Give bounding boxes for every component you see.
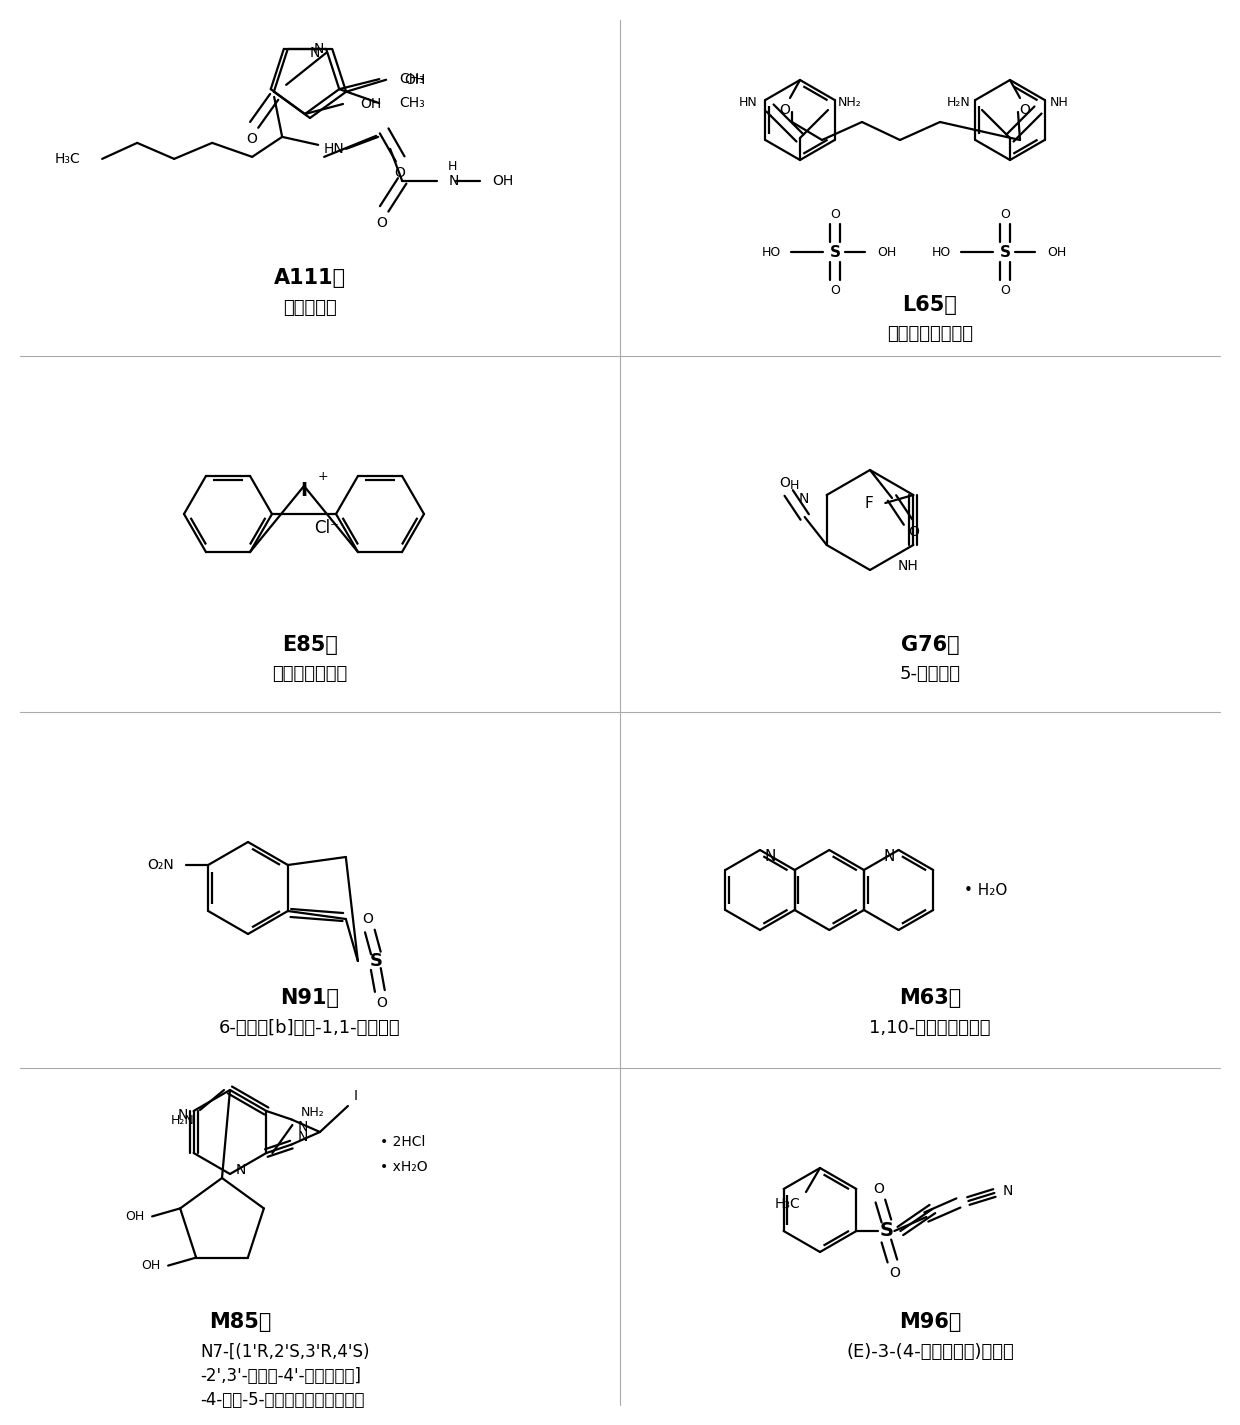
- Text: CH₃: CH₃: [399, 73, 425, 86]
- Text: O₂N: O₂N: [148, 858, 174, 872]
- Text: N: N: [298, 1120, 308, 1134]
- Text: 放线酰胺素: 放线酰胺素: [283, 299, 337, 316]
- Text: O: O: [873, 1181, 884, 1196]
- Text: OH: OH: [141, 1260, 160, 1273]
- Text: E85号: E85号: [281, 636, 339, 656]
- Text: N: N: [1002, 1184, 1013, 1198]
- Text: Cl⁻: Cl⁻: [314, 519, 339, 537]
- Text: 5-氟脲嘧啶: 5-氟脲嘧啶: [899, 665, 961, 683]
- Text: H₃C: H₃C: [774, 1197, 800, 1211]
- Text: N: N: [177, 1109, 187, 1121]
- Text: O: O: [377, 215, 388, 229]
- Text: (E)-3-(4-甲基苯磺酰)丙烯腈: (E)-3-(4-甲基苯磺酰)丙烯腈: [846, 1342, 1014, 1361]
- Text: N: N: [298, 1130, 308, 1144]
- Text: N: N: [448, 174, 459, 188]
- Text: O: O: [1001, 284, 1009, 296]
- Text: • H₂O: • H₂O: [963, 882, 1007, 898]
- Text: N: N: [314, 43, 325, 56]
- Text: OH: OH: [1047, 245, 1066, 258]
- Text: 1,10-菲咯啉一水合物: 1,10-菲咯啉一水合物: [869, 1019, 991, 1037]
- Text: N7-[(1'R,2'S,3'R,4'S): N7-[(1'R,2'S,3'R,4'S): [200, 1342, 370, 1361]
- Text: O: O: [1019, 103, 1030, 117]
- Text: H₃C: H₃C: [55, 152, 81, 165]
- Text: 6-硝基苯[b]噻吩-1,1-二氧化物: 6-硝基苯[b]噻吩-1,1-二氧化物: [219, 1019, 401, 1037]
- Text: NH: NH: [1050, 95, 1069, 108]
- Text: CH₃: CH₃: [399, 95, 425, 110]
- Text: HO: HO: [931, 245, 951, 258]
- Text: O: O: [909, 524, 919, 539]
- Text: A111号: A111号: [274, 268, 346, 288]
- Text: M85号: M85号: [208, 1312, 272, 1332]
- Text: -4-氨基-5-碘代吡咯嘧啶二盐酸盐: -4-氨基-5-碘代吡咯嘧啶二盐酸盐: [200, 1391, 365, 1409]
- Text: O: O: [1001, 208, 1009, 221]
- Text: -2',3'-二羟基-4'-氨基环戊基]: -2',3'-二羟基-4'-氨基环戊基]: [200, 1367, 361, 1385]
- Text: NH₂: NH₂: [838, 95, 862, 108]
- Text: OH: OH: [404, 73, 425, 87]
- Text: H: H: [790, 479, 799, 492]
- Text: O: O: [830, 208, 839, 221]
- Text: O: O: [394, 165, 405, 180]
- Text: O: O: [779, 476, 790, 490]
- Text: NH₂: NH₂: [300, 1106, 324, 1120]
- Text: • xH₂O: • xH₂O: [379, 1160, 428, 1174]
- Text: N: N: [764, 848, 775, 864]
- Text: I: I: [300, 480, 308, 500]
- Text: S: S: [370, 952, 383, 970]
- Text: N: N: [883, 848, 894, 864]
- Text: G76号: G76号: [900, 636, 960, 656]
- Text: O: O: [889, 1265, 900, 1280]
- Text: O: O: [362, 912, 373, 926]
- Text: N91号: N91号: [280, 988, 340, 1007]
- Text: M96号: M96号: [899, 1312, 961, 1332]
- Text: L65号: L65号: [903, 295, 957, 315]
- Text: NH: NH: [898, 559, 919, 573]
- Text: OH: OH: [492, 174, 513, 188]
- Text: N: N: [799, 492, 808, 506]
- Text: F: F: [864, 496, 873, 510]
- Text: 二苯基氯化碘盐: 二苯基氯化碘盐: [273, 665, 347, 683]
- Text: HO: HO: [761, 245, 781, 258]
- Text: H₂N: H₂N: [946, 95, 970, 108]
- Text: OH: OH: [360, 97, 381, 111]
- Text: +: +: [317, 469, 329, 483]
- Text: OH: OH: [125, 1210, 144, 1223]
- Text: O: O: [377, 996, 387, 1010]
- Text: N: N: [310, 46, 320, 60]
- Text: HN: HN: [324, 142, 345, 155]
- Text: O: O: [247, 133, 258, 145]
- Text: 喷他脒羟乙磺酸盐: 喷他脒羟乙磺酸盐: [887, 325, 973, 343]
- Text: • 2HCl: • 2HCl: [379, 1134, 425, 1149]
- Text: HN: HN: [739, 95, 758, 108]
- Text: I: I: [353, 1089, 358, 1103]
- Text: OH: OH: [877, 245, 897, 258]
- Text: S: S: [879, 1221, 893, 1241]
- Text: H₂N: H₂N: [170, 1113, 193, 1127]
- Text: S: S: [830, 245, 841, 259]
- Text: H: H: [448, 161, 458, 174]
- Text: S: S: [999, 245, 1011, 259]
- Text: M63号: M63号: [899, 988, 961, 1007]
- Text: O: O: [830, 284, 839, 296]
- Text: O: O: [780, 103, 790, 117]
- Text: N: N: [236, 1163, 247, 1177]
